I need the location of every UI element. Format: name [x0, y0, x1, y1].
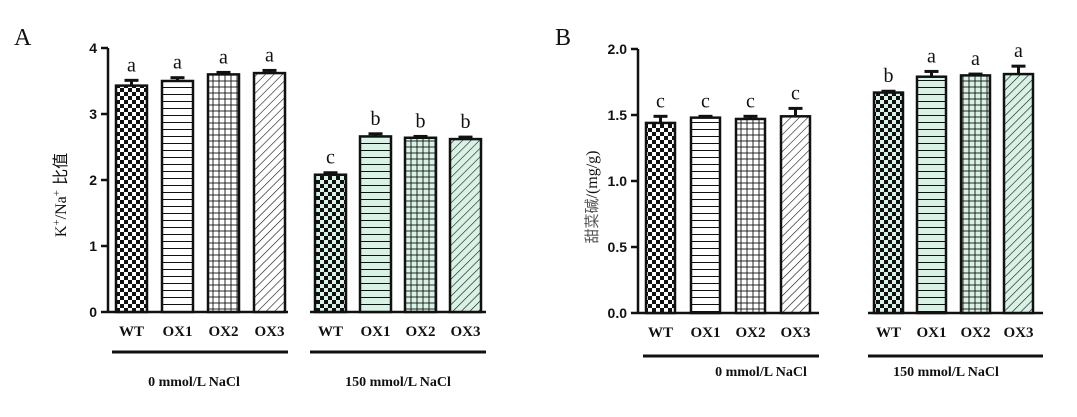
bar-wt-g1: [114, 84, 149, 314]
plot-area-a: 0 1 2 3 4 a WT a OX1 a OX2 a OX3 c WT b OX1 b OX2 b OX3 0 mmo…: [89, 40, 486, 390]
y-tick-label: 4: [89, 40, 97, 56]
bar-ox1-g1: [689, 116, 722, 315]
x-category-label: WT: [648, 325, 673, 341]
bar-ox1-g2: [915, 75, 948, 315]
y-tick-label: 3: [89, 106, 97, 122]
y-tick-label: 2: [89, 172, 97, 188]
x-category-label: WT: [119, 324, 144, 340]
bar-ox2-g2: [403, 136, 438, 314]
sig-letter: b: [371, 108, 381, 130]
sig-letter: b: [416, 110, 426, 132]
x-category-label: OX1: [361, 324, 391, 340]
y-label-a-k-sup: +: [51, 219, 63, 225]
y-axis-label-b: 甜菜碱/(mg/g): [583, 150, 601, 243]
bar-ox2-g2: [959, 74, 992, 315]
sig-letter: c: [326, 147, 335, 169]
sig-letter: b: [884, 65, 894, 87]
bar-ox1-g1: [160, 79, 195, 314]
y-label-b-unit: /(mg/g): [584, 150, 601, 198]
sig-letter: c: [701, 90, 710, 112]
y-label-b-cn: 甜菜碱: [583, 198, 601, 243]
sig-letter: a: [173, 52, 182, 74]
x-category-label: OX3: [1004, 325, 1034, 341]
x-category-label: WT: [876, 325, 901, 341]
bar-ox3-g1: [779, 115, 812, 315]
x-category-label: OX1: [691, 325, 721, 341]
x-category-label: OX2: [209, 324, 239, 340]
y-tick-label: 0.0: [608, 305, 628, 321]
y-tick-label: 0.5: [608, 239, 628, 255]
y-tick-label: 1.5: [608, 107, 628, 123]
bar-ox2-g1: [206, 73, 241, 314]
sig-letter: b: [461, 111, 471, 133]
y-label-a-k: K: [53, 225, 70, 237]
group-label: 150 mmol/L NaCl: [345, 375, 451, 390]
y-axis-label-a: K+/Na+ 比值: [51, 153, 70, 237]
bar-ox2-g1: [734, 117, 767, 315]
group-label: 0 mmol/L NaCl: [715, 365, 807, 380]
bar-ox3-g1: [252, 71, 287, 314]
sig-letter: a: [1014, 40, 1023, 62]
x-category-label: OX2: [736, 325, 766, 341]
sig-letter: c: [791, 82, 800, 104]
sig-letter: a: [971, 48, 980, 70]
y-tick-label: 1: [89, 238, 97, 254]
sig-letter: c: [746, 90, 755, 112]
y-label-a-na-sup: +: [51, 190, 63, 196]
bar-wt-g2: [313, 173, 348, 314]
y-tick-label: 0: [89, 304, 97, 320]
sig-letter: a: [127, 54, 136, 76]
bar-ox3-g2: [1002, 72, 1035, 315]
bar-ox3-g2: [448, 137, 483, 314]
x-category-label: OX3: [781, 325, 811, 341]
y-label-a-na: /Na: [53, 196, 70, 219]
y-tick-label: 1.0: [608, 173, 628, 189]
x-category-label: WT: [318, 324, 343, 340]
chart-panel-b: B 甜菜碱/(mg/g) 0.0 0.5 1.0 1.5 2.0 c WT c OX1 c OX2 c…: [555, 25, 1043, 380]
sig-letter: a: [219, 46, 228, 68]
sig-letter: c: [656, 90, 665, 112]
bar-wt-g1: [644, 121, 677, 315]
x-category-label: OX1: [917, 325, 947, 341]
x-category-label: OX1: [163, 324, 193, 340]
bar-ox1-g2: [358, 135, 393, 314]
y-tick-label: 2.0: [608, 41, 628, 57]
x-category-label: OX3: [451, 324, 481, 340]
x-category-label: OX3: [255, 324, 285, 340]
plot-area-b: 0.0 0.5 1.0 1.5 2.0 c WT c OX1 c OX2 c OX3 b WT a OX1 a OX…: [608, 40, 1043, 380]
panel-label-b: B: [555, 25, 571, 51]
group-label: 0 mmol/L NaCl: [148, 375, 240, 390]
bar-wt-g2: [872, 91, 905, 315]
group-label: 150 mmol/L NaCl: [893, 365, 999, 380]
sig-letter: a: [927, 45, 936, 67]
panel-label-a: A: [14, 25, 32, 51]
sig-letter: a: [265, 44, 274, 66]
chart-panel-a: A K+/Na+ 比值 01234aWTaOX1aOX2aOX3cWTbOX1b…: [14, 25, 486, 390]
x-category-label: OX2: [406, 324, 436, 340]
y-label-a-suffix: 比值: [51, 153, 70, 190]
x-category-label: OX2: [961, 325, 991, 341]
